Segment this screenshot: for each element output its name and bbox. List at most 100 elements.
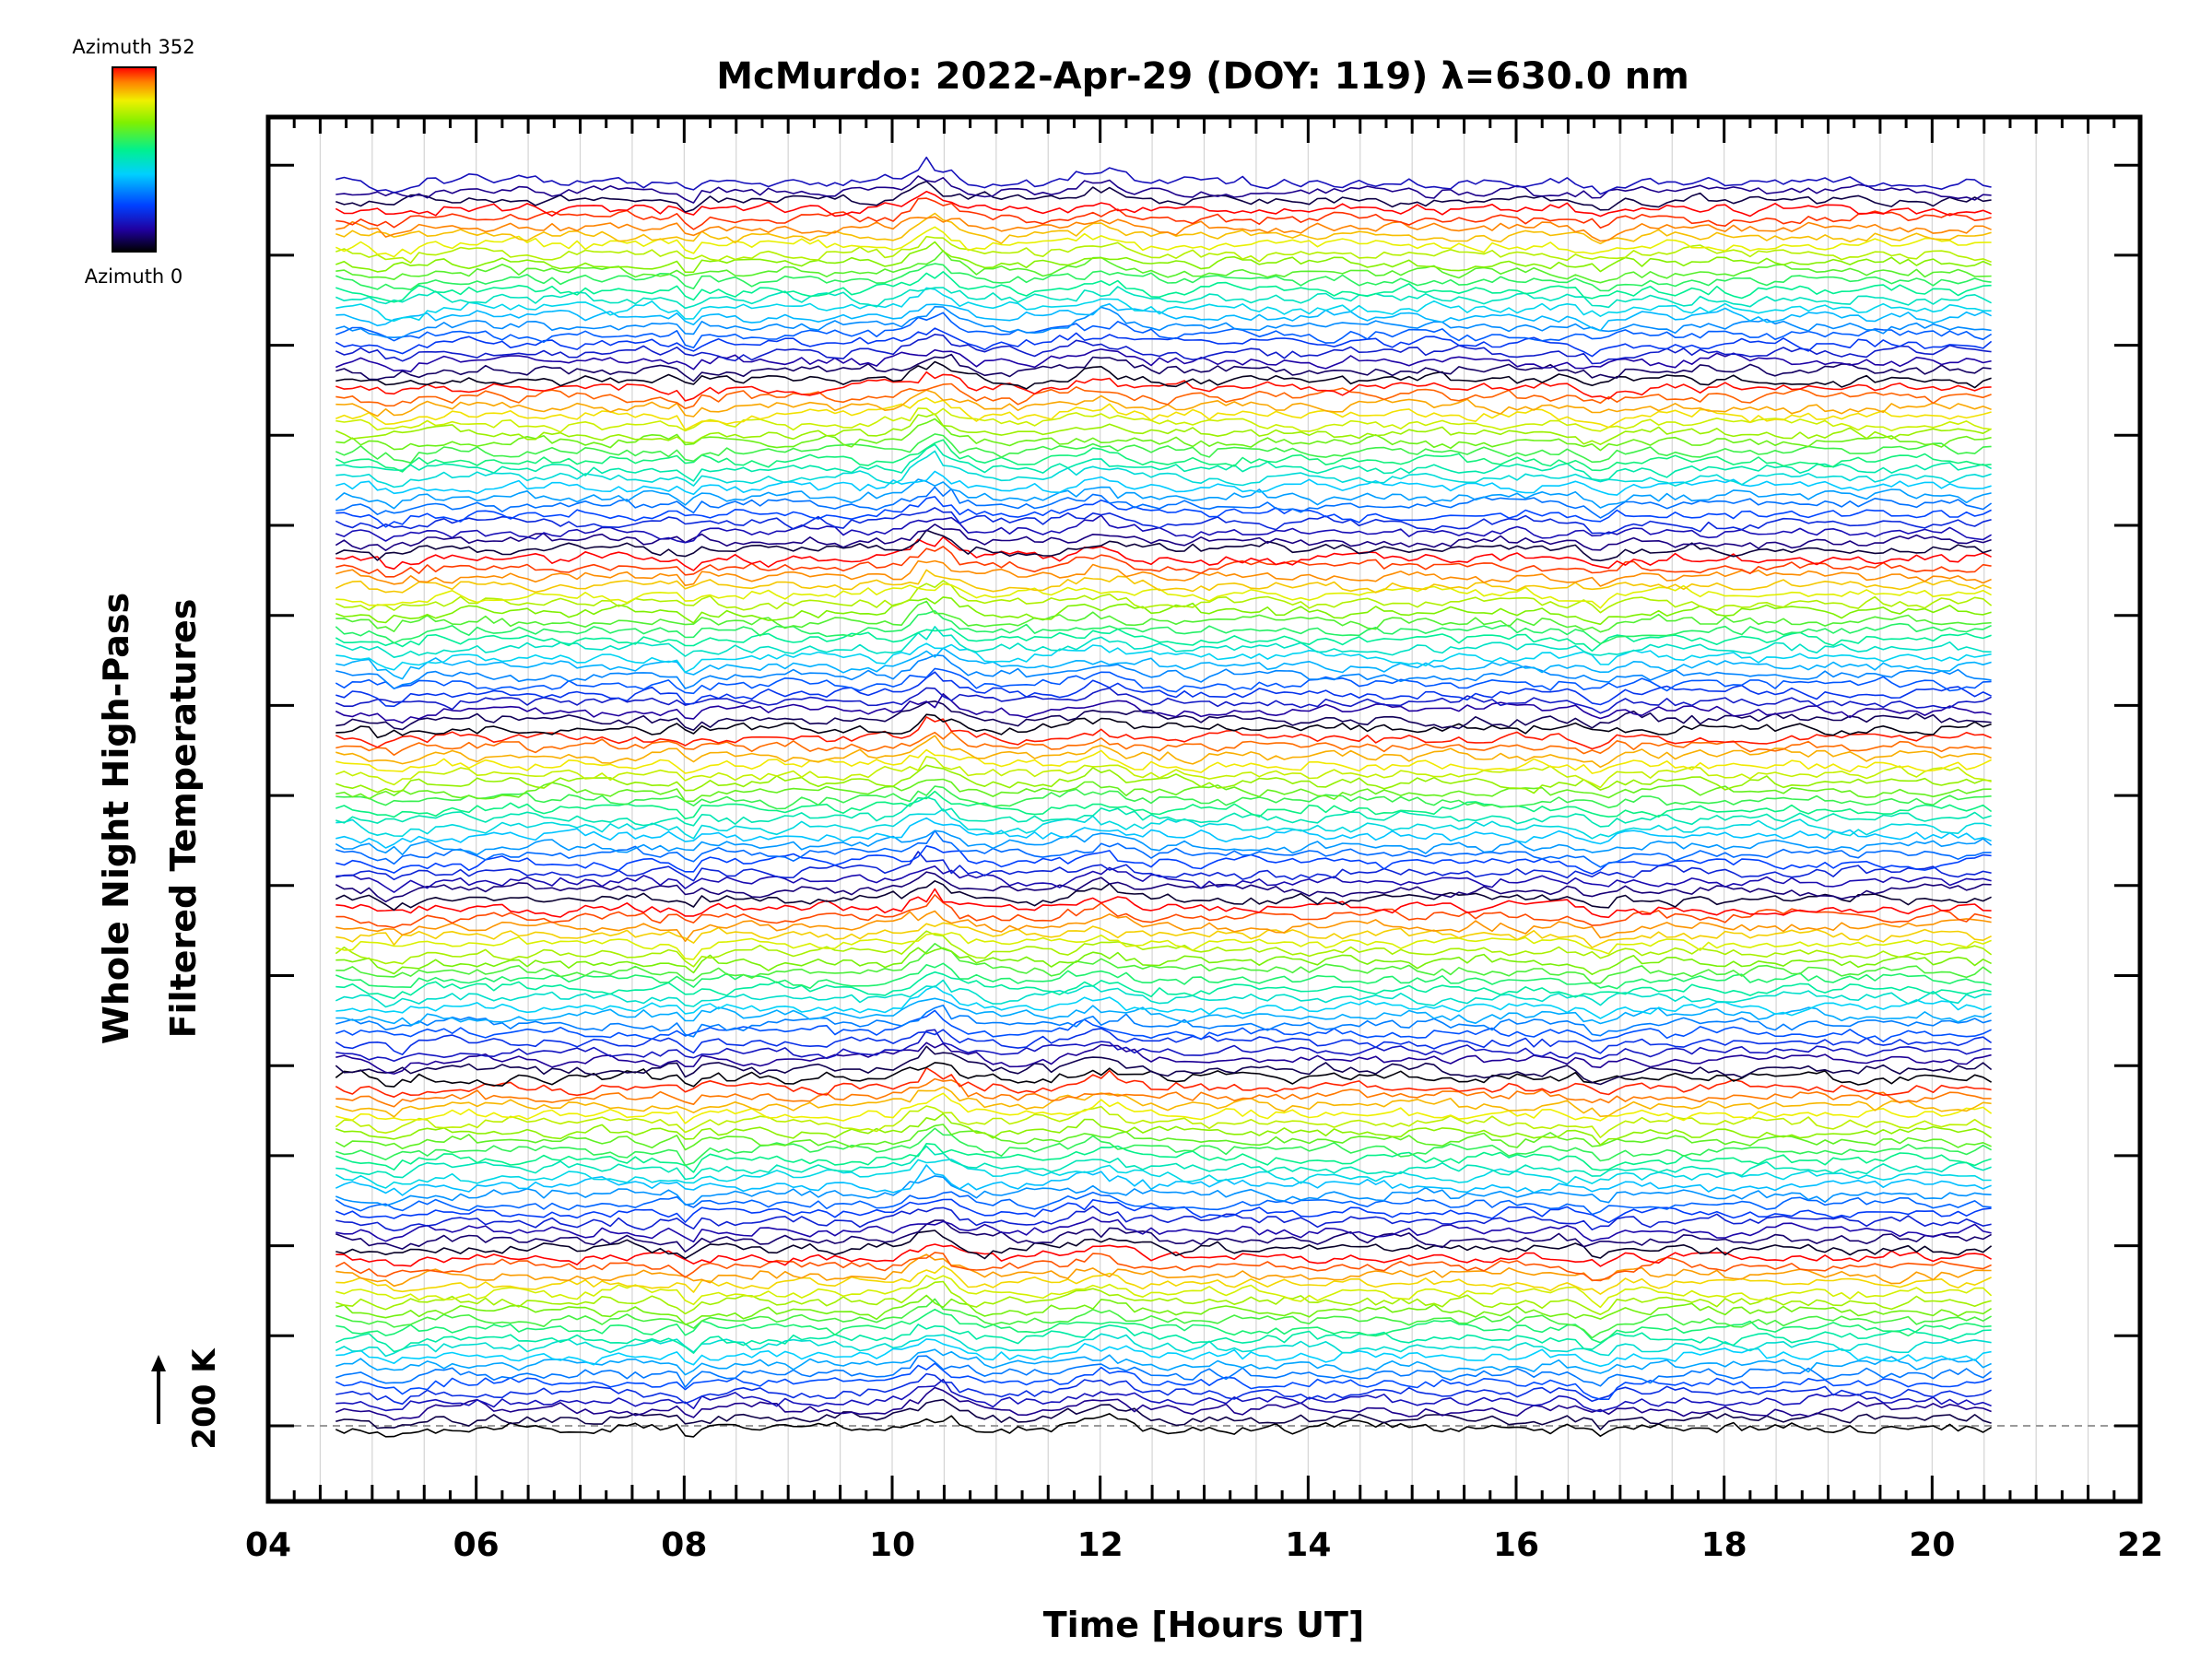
trace-line: [335, 348, 1992, 373]
trace-line: [335, 1143, 1992, 1173]
trace-line: [335, 327, 1993, 358]
trace-line: [335, 216, 1992, 242]
trace-line: [335, 524, 1992, 552]
trace-line: [335, 796, 1992, 828]
chart-title: McMurdo: 2022-Apr-29 (DOY: 119) λ=630.0 …: [716, 55, 1689, 98]
trace-line: [335, 418, 1992, 452]
trace-line: [335, 1355, 1993, 1388]
trace-line: [335, 235, 1992, 265]
trace-line: [335, 1348, 1992, 1376]
trace-line: [335, 1004, 1992, 1038]
trace-line: [335, 333, 1992, 365]
trace-line: [335, 1216, 1992, 1243]
trace-line: [335, 546, 1992, 578]
trace-line: [335, 496, 1992, 528]
trace-line: [335, 922, 1992, 948]
trace-line: [335, 1105, 1992, 1138]
x-axis-label: Time [Hours UT]: [1043, 1605, 1365, 1645]
trace-line: [335, 628, 1992, 653]
trace-line: [335, 433, 1992, 465]
trace-line: [335, 1243, 1992, 1267]
trace-line: [335, 353, 1992, 382]
trace-line: [335, 808, 1992, 840]
trace-line: [335, 947, 1992, 975]
trace-line: [335, 1124, 1992, 1151]
trace-line: [335, 942, 1993, 984]
trace-line: [335, 1413, 1993, 1438]
trace-line: [335, 1092, 1993, 1124]
trace-line: [335, 1275, 1993, 1309]
trace-line: [335, 735, 1992, 769]
colorbar: [112, 66, 157, 253]
trace-line: [335, 1062, 1993, 1088]
x-tick-label: 22: [2117, 1526, 2163, 1564]
trace-line: [335, 413, 1992, 446]
trace-line: [335, 1265, 1992, 1295]
trace-line: [335, 626, 1992, 659]
trace-line: [335, 596, 1992, 626]
x-tick-label: 10: [869, 1526, 915, 1564]
trace-line: [335, 1086, 1992, 1118]
trace-line: [335, 1066, 1992, 1098]
trace-line: [335, 382, 1992, 410]
x-tick-labels: 04 06 08 10 12 14 16 18 20 22: [245, 1526, 2163, 1564]
scale-bar-label: 200 K: [186, 1347, 223, 1450]
trace-line: [335, 888, 1992, 919]
trace-line: [335, 1127, 1992, 1167]
trace-line: [335, 1378, 1992, 1413]
trace-line: [335, 844, 1992, 875]
trace-line: [335, 1362, 1992, 1400]
trace-line: [335, 1009, 1992, 1042]
x-tick-label: 16: [1493, 1526, 1539, 1564]
trace-line: [335, 693, 1992, 724]
trace-line: [335, 1324, 1992, 1354]
trace-line: [335, 360, 1992, 390]
trace-line: [335, 507, 1992, 535]
trace-line: [335, 371, 1992, 402]
x-tick-label: 04: [245, 1526, 291, 1564]
axis-ticks: [266, 117, 2142, 1501]
x-tick-label: 14: [1285, 1526, 1331, 1564]
trace-line: [335, 671, 1992, 708]
trace-line: [335, 817, 1992, 849]
trace-line: [335, 1280, 1992, 1315]
trace-line: [335, 647, 1992, 680]
trace-line: [335, 263, 1992, 292]
trace-line: [335, 443, 1992, 482]
trace-line: [335, 407, 1992, 433]
y-axis-label-line1: Whole Night High-Pass: [96, 593, 136, 1044]
trace-line: [335, 930, 1993, 968]
trace-line: [335, 1029, 1992, 1062]
trace-line: [335, 731, 1992, 757]
trace-line: [335, 175, 1992, 204]
trace-line: [335, 879, 1992, 912]
trace-line: [335, 287, 1992, 323]
trace-line: [335, 971, 1992, 1000]
trace-line: [335, 1372, 1992, 1406]
trace-line: [335, 716, 1992, 750]
trace-line: [335, 1175, 1992, 1206]
trace-line: [335, 1338, 1992, 1368]
trace-line: [335, 1198, 1992, 1224]
trace-line: [335, 653, 1992, 690]
trace-line: [335, 851, 1992, 882]
x-tick-label: 20: [1909, 1526, 1955, 1564]
trace-line: [335, 559, 1992, 587]
trace-line: [335, 439, 1992, 473]
trace-line: [335, 755, 1992, 789]
trace-line: [335, 962, 1992, 990]
trace-line: [335, 241, 1992, 274]
trace-line: [335, 180, 1992, 213]
trace-line: [335, 687, 1992, 714]
trace-line: [335, 1333, 1992, 1358]
trace-line: [335, 1398, 1992, 1430]
trace-line: [335, 569, 1992, 594]
trace-line: [335, 312, 1993, 349]
scale-arrow-head: [151, 1355, 166, 1371]
trace-line: [335, 667, 1992, 695]
trace-line: [335, 713, 1992, 739]
trace-line: [335, 1386, 1992, 1421]
trace-line: [335, 748, 1992, 774]
trace-line: [335, 1077, 1992, 1108]
